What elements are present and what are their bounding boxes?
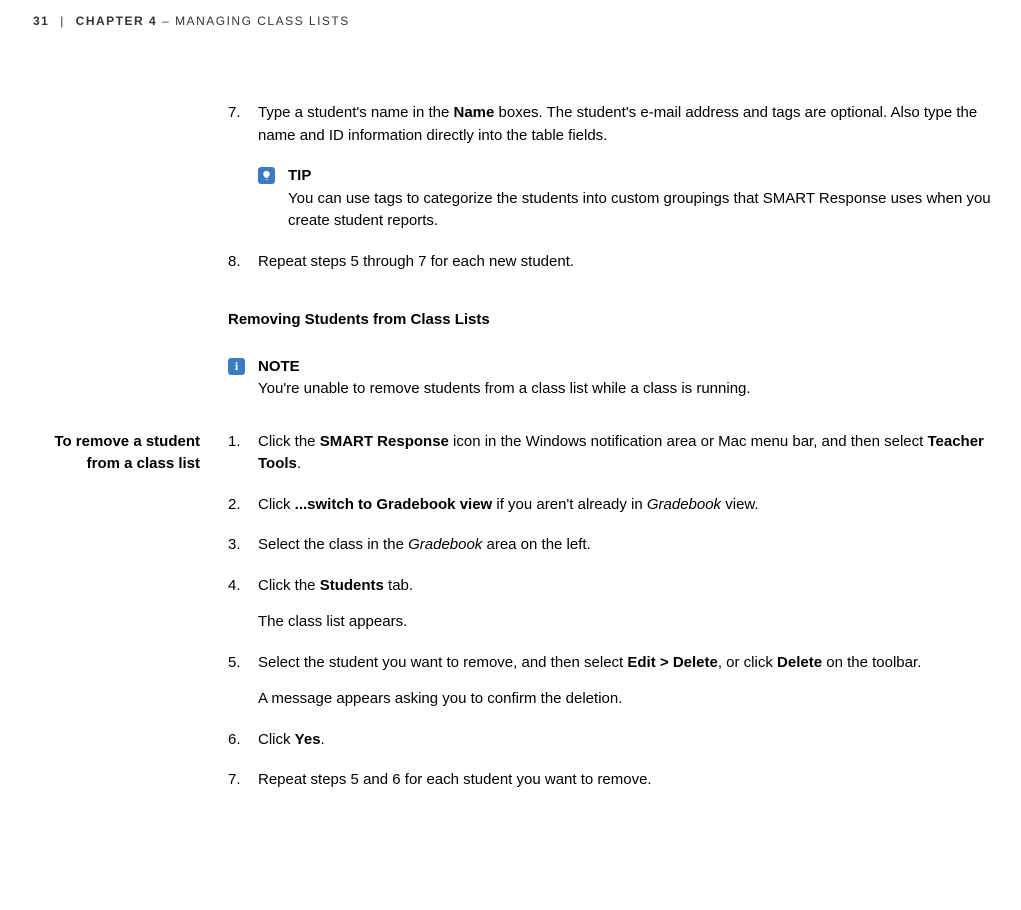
step-text: Select the student you want to remove, a…: [258, 652, 991, 675]
main-column: 7. Type a student's name in the Name box…: [228, 102, 991, 792]
step-number: 5.: [228, 652, 241, 675]
step-text: Click ...switch to Gradebook view if you…: [258, 494, 991, 517]
step-number: 7.: [228, 102, 241, 125]
chapter-title: MANAGING CLASS LISTS: [175, 14, 350, 28]
info-icon: i: [228, 358, 245, 375]
step-remove-7: 7. Repeat steps 5 and 6 for each student …: [228, 769, 991, 792]
note-content: NOTE You're unable to remove students fr…: [258, 356, 991, 401]
step-text: Select the class in the Gradebook area o…: [258, 534, 991, 557]
note-label: NOTE: [258, 356, 991, 379]
step-7: 7. Type a student's name in the Name box…: [228, 102, 991, 233]
step-number: 2.: [228, 494, 241, 517]
step-text: Repeat steps 5 through 7 for each new st…: [258, 251, 991, 274]
step-remove-2: 2. Click ...switch to Gradebook view if y…: [228, 494, 991, 517]
step-remove-4: 4. Click the Students tab. The class list …: [228, 575, 991, 634]
step-text: Repeat steps 5 and 6 for each student yo…: [258, 769, 991, 792]
note-callout: i NOTE You're unable to remove students …: [228, 356, 991, 401]
step-text: Click the Students tab.: [258, 575, 991, 598]
step-remove-6: 6. Click Yes.: [228, 729, 991, 752]
note-body: You're unable to remove students from a …: [258, 378, 991, 401]
step-number: 7.: [228, 769, 241, 792]
step-number: 3.: [228, 534, 241, 557]
step-number: 6.: [228, 729, 241, 752]
step-sub-text: The class list appears.: [258, 611, 991, 634]
steps-remove: 1. Click the SMART Response icon in the W…: [228, 431, 991, 792]
lightbulb-icon: [258, 167, 275, 184]
step-number: 1.: [228, 431, 241, 454]
step-text: Click Yes.: [258, 729, 991, 752]
step-text: Type a student's name in the Name boxes.…: [258, 102, 991, 147]
page-header: 31 | CHAPTER 4 – MANAGING CLASS LISTS: [0, 12, 1021, 30]
step-text: Click the SMART Response icon in the Win…: [258, 431, 991, 476]
tip-label: TIP: [288, 165, 991, 188]
tip-body: You can use tags to categorize the stude…: [288, 188, 991, 233]
chapter-label: CHAPTER 4: [76, 14, 158, 28]
step-sub-text: A message appears asking you to confirm …: [258, 688, 991, 711]
steps-top: 7. Type a student's name in the Name box…: [228, 102, 991, 273]
header-dash: –: [162, 14, 175, 28]
content: 7. Type a student's name in the Name box…: [0, 102, 1021, 792]
section-heading: Removing Students from Class Lists: [228, 309, 991, 332]
step-remove-1: 1. Click the SMART Response icon in the W…: [228, 431, 991, 476]
page-number: 31: [33, 14, 49, 28]
header-separator: |: [60, 14, 65, 28]
remove-student-section: To remove a student from a class list 1.…: [228, 431, 991, 792]
step-8: 8. Repeat steps 5 through 7 for each new…: [228, 251, 991, 274]
sidebar-task-label: To remove a student from a class list: [0, 431, 200, 476]
tip-callout: TIP You can use tags to categorize the s…: [258, 165, 991, 233]
step-remove-3: 3. Select the class in the Gradebook area…: [228, 534, 991, 557]
step-remove-5: 5. Select the student you want to remove,…: [228, 652, 991, 711]
step-number: 4.: [228, 575, 241, 598]
step-number: 8.: [228, 251, 241, 274]
tip-content: TIP You can use tags to categorize the s…: [288, 165, 991, 233]
